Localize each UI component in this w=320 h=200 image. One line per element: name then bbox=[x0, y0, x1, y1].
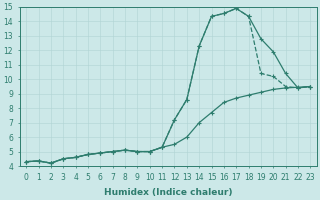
X-axis label: Humidex (Indice chaleur): Humidex (Indice chaleur) bbox=[104, 188, 233, 197]
